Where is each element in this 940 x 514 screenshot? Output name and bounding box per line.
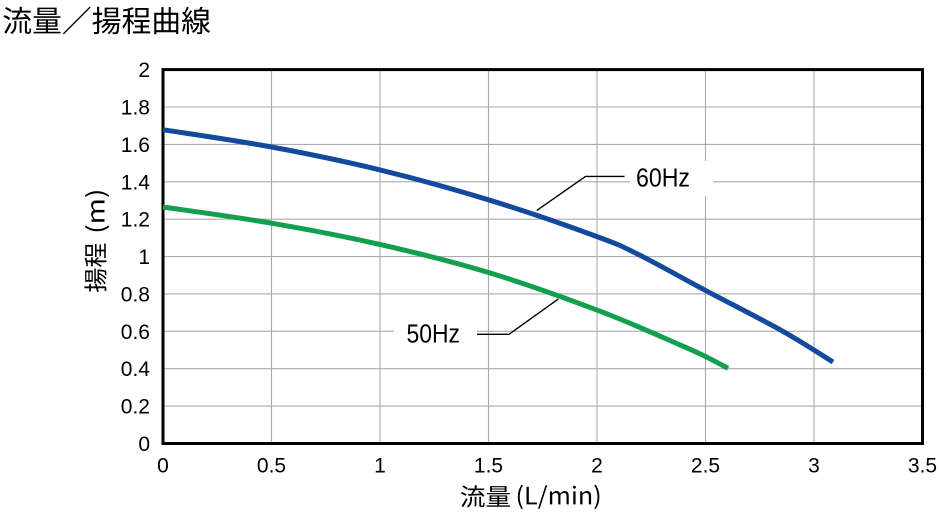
svg-text:2.5: 2.5 bbox=[691, 455, 720, 478]
svg-text:2: 2 bbox=[138, 59, 150, 82]
svg-text:1: 1 bbox=[374, 455, 386, 478]
svg-text:1.8: 1.8 bbox=[121, 97, 150, 120]
svg-text:0: 0 bbox=[138, 433, 150, 456]
svg-text:0.5: 0.5 bbox=[257, 455, 286, 478]
svg-text:1: 1 bbox=[138, 246, 150, 269]
svg-text:50Hz: 50Hz bbox=[407, 320, 461, 348]
svg-text:0.8: 0.8 bbox=[121, 283, 150, 306]
svg-text:0: 0 bbox=[157, 455, 169, 478]
svg-text:0.4: 0.4 bbox=[121, 358, 151, 381]
svg-text:3.5: 3.5 bbox=[908, 455, 937, 478]
svg-text:1.2: 1.2 bbox=[121, 209, 150, 232]
svg-text:1.5: 1.5 bbox=[474, 455, 503, 478]
svg-text:60Hz: 60Hz bbox=[636, 165, 690, 193]
svg-text:2: 2 bbox=[591, 455, 603, 478]
svg-text:3: 3 bbox=[808, 455, 820, 478]
svg-text:1.4: 1.4 bbox=[121, 171, 151, 194]
svg-text:0.6: 0.6 bbox=[121, 321, 150, 344]
svg-text:1.6: 1.6 bbox=[121, 134, 150, 157]
svg-text:0.2: 0.2 bbox=[121, 396, 150, 419]
